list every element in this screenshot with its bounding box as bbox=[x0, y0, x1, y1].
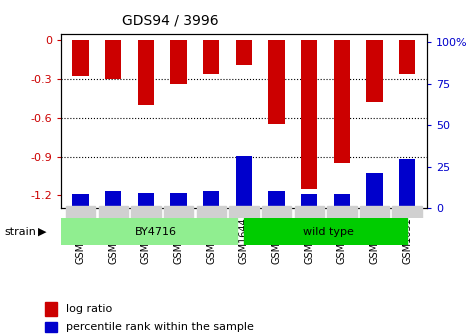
Bar bbox=[197, 206, 226, 218]
Bar bbox=[138, 40, 154, 105]
Bar bbox=[268, 40, 285, 124]
Bar bbox=[203, 40, 219, 74]
Bar bbox=[203, 191, 219, 208]
Bar bbox=[236, 40, 252, 65]
Bar bbox=[138, 193, 154, 208]
Bar bbox=[236, 156, 252, 208]
Bar bbox=[301, 194, 318, 208]
Bar bbox=[131, 206, 160, 218]
Bar bbox=[295, 206, 324, 218]
Bar bbox=[98, 206, 128, 218]
Bar bbox=[334, 194, 350, 208]
Text: GDS94 / 3996: GDS94 / 3996 bbox=[122, 13, 219, 28]
Bar bbox=[170, 40, 187, 84]
Text: ▶: ▶ bbox=[38, 227, 46, 237]
Bar bbox=[262, 206, 291, 218]
Bar bbox=[244, 218, 407, 245]
Text: log ratio: log ratio bbox=[66, 304, 112, 314]
Bar bbox=[170, 193, 187, 208]
Bar bbox=[72, 194, 89, 208]
Text: strain: strain bbox=[5, 227, 37, 237]
Bar bbox=[105, 191, 121, 208]
Bar bbox=[399, 40, 416, 74]
Bar bbox=[105, 40, 121, 79]
Bar bbox=[164, 206, 193, 218]
Text: wild type: wild type bbox=[303, 227, 354, 237]
Bar bbox=[393, 206, 422, 218]
Bar bbox=[268, 191, 285, 208]
Bar bbox=[41, 218, 237, 245]
Bar bbox=[72, 40, 89, 76]
Bar bbox=[45, 322, 57, 332]
Bar bbox=[334, 40, 350, 163]
Text: BY4716: BY4716 bbox=[135, 227, 177, 237]
Bar bbox=[327, 206, 356, 218]
Bar bbox=[66, 206, 95, 218]
Bar bbox=[366, 173, 383, 208]
Text: percentile rank within the sample: percentile rank within the sample bbox=[66, 322, 254, 332]
Bar bbox=[360, 206, 389, 218]
Bar bbox=[366, 40, 383, 102]
Bar bbox=[301, 40, 318, 189]
Bar bbox=[45, 302, 57, 316]
Bar bbox=[229, 206, 258, 218]
Bar bbox=[399, 159, 416, 208]
